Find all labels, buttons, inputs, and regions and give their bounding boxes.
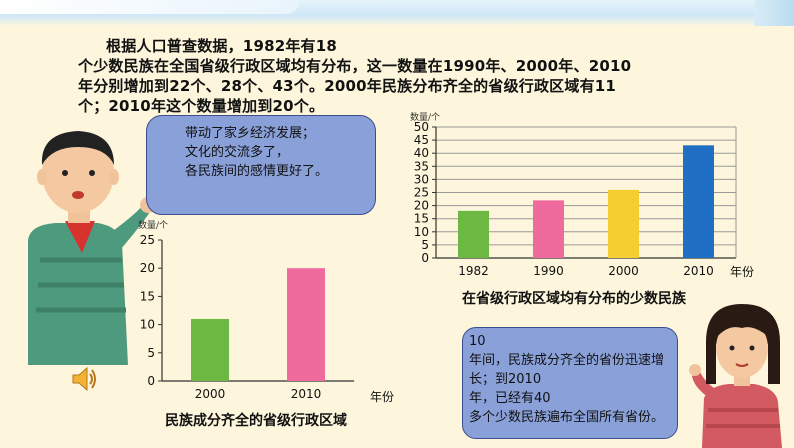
chart1-caption: 在省级行政区域均有分布的少数民族 [462,291,686,307]
y-tick-label: 20 [414,199,429,213]
y-tick-label: 0 [421,251,429,265]
y-tick-label: 30 [414,172,429,186]
y-tick-label: 5 [421,238,429,252]
x-tick-label: 1982 [458,264,489,278]
girl-speech-bubble: 10 年间，民族成分齐全的省份迅速增长；到2010 年，已经有40 多个少数民族… [462,327,678,439]
y-tick-label: 35 [414,159,429,173]
girl-speech-text: 10 年间，民族成分齐全的省份迅速增长；到2010 年，已经有40 多个少数民族… [469,334,665,425]
x-axis-label: 年份 [730,265,754,279]
y-tick-label: 0 [147,374,155,388]
y-axis-unit: 数量/个 [138,219,168,231]
y-tick-label: 40 [414,146,429,160]
bar-2000 [191,318,229,381]
y-tick-label: 45 [414,133,429,147]
chart2-svg: 数量/个 0 5 10 15 20 25 2000 2010 年份 [138,219,394,404]
bar-1990 [533,200,564,258]
y-axis-unit: 数量/个 [410,111,440,123]
y-tick-label: 15 [414,212,429,226]
chart2-caption: 民族成分齐全的省级行政区域 [165,413,347,429]
y-tick-label: 20 [140,261,155,275]
top-banner [0,0,794,26]
speaker-icon[interactable] [70,364,98,394]
intro-line: 年分别增加到22个、28个、43个。2000年民族分布齐全的省级行政区域有11 [78,77,617,95]
x-axis-label: 年份 [370,390,394,404]
intro-paragraph: 根据人口普查数据，1982年有18 个少数民族在全国省级行政区域均有分布，这一数… [78,36,678,116]
y-tick-label: 5 [147,346,155,360]
banner-corner [754,0,794,26]
boy-speech-bubble: 带动了家乡经济发展； 文化的交流多了， 各民族间的感情更好了。 [146,115,376,215]
y-tick-label: 10 [414,225,429,239]
bar-2000 [608,189,639,258]
x-tick-label: 2000 [608,264,639,278]
x-tick-label: 2000 [195,387,226,401]
intro-line: 个少数民族在全国省级行政区域均有分布，这一数量在1990年、2000年、2010 [78,57,632,75]
x-tick-label: 1990 [533,264,564,278]
x-tick-label: 2010 [683,264,714,278]
y-tick-label: 25 [140,233,155,247]
y-tick-label: 25 [414,186,429,200]
x-tick-label: 2010 [291,387,322,401]
intro-line: 个；2010年这个数量增加到20个。 [78,97,325,115]
bar-1982 [458,210,489,258]
boy-speech-text: 带动了家乡经济发展； 文化的交流多了， 各民族间的感情更好了。 [185,126,329,179]
y-tick-label: 10 [140,318,155,332]
bar-2010 [683,145,714,258]
y-tick-label: 50 [414,120,429,134]
intro-line: 根据人口普查数据，1982年有18 [106,37,338,55]
bar-2010 [287,268,325,381]
y-tick-label: 15 [140,289,155,303]
